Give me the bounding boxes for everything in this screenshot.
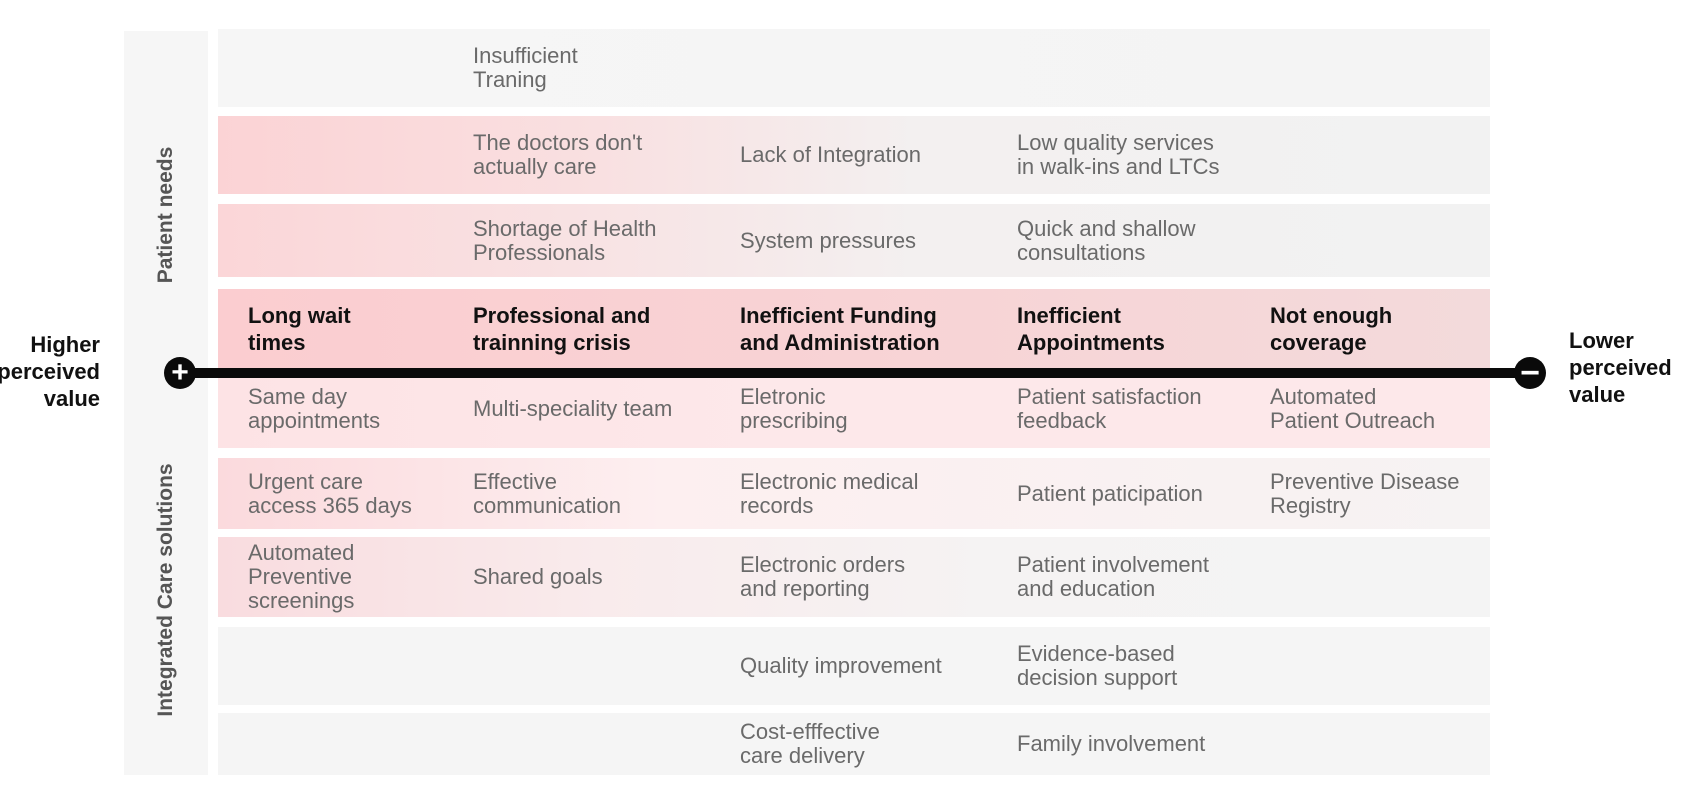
patient-need-row: Insufficient Traning [218,29,1490,107]
diagram-cell [1270,537,1490,617]
diagram-cell [740,29,1010,107]
cell-text: Automated Patient Outreach [1270,383,1436,433]
cell-text: Patient involvement and education [1017,552,1209,601]
cell-text: Shortage of Health Professionals [473,215,657,265]
cell-text: Electronic orders and reporting [740,552,906,601]
cell-text: Insufficient Traning [473,43,578,92]
category-header-cell: Inefficient Funding and Administration [740,289,1010,369]
cell-text: Lack of Integration [740,142,922,167]
diagram-cell: Cost-efffective care delivery [740,713,1010,775]
cell-text: Evidence-based decision support [1017,641,1178,690]
diagram-cell: Eletronic prescribing [740,369,1010,448]
cell-text: Shared goals [473,564,603,589]
diagram-cell: Preventive Disease Registry [1270,458,1490,529]
diagram-cell: System pressures [740,204,1010,277]
cell-text: Long wait times [248,303,351,355]
diagram-cell [248,204,468,277]
cell-text: Cost-efffective care delivery [740,719,880,768]
diagram-cell [1270,713,1490,775]
diagram-cell: Quality improvement [740,627,1010,705]
diagram-cell: Patient involvement and education [1017,537,1265,617]
category-header-cell: Long wait times [248,289,468,369]
diagram-cell: Electronic medical records [740,458,1010,529]
diagram-cell: Evidence-based decision support [1017,627,1265,705]
integrated-care-label: Integrated Care solutions [124,445,208,735]
diagram-cell: Urgent care access 365 days [248,458,468,529]
care-solution-row: Urgent care access 365 days Effective com… [218,458,1490,529]
cell-text: Quality improvement [740,653,942,678]
diagram-cell: The doctors don't actually care [473,116,735,194]
cell-text: Patient paticipation [1017,480,1203,506]
diagram-cell: Effective communication [473,458,735,529]
diagram-cell: Quick and shallow consultations [1017,204,1265,277]
cell-text: Inefficient Funding and Administration [740,303,940,355]
diagram-cell: Lack of Integration [740,116,1010,194]
diagram-cell: Multi-speciality team [473,369,735,448]
diagram-cell: Automated Patient Outreach [1270,369,1490,448]
higher-value-label: Higher perceived value [0,332,100,411]
care-solution-row: Same day appointments Multi-speciality te… [218,369,1490,448]
cell-text: Professional and trainning crisis [473,303,651,355]
diagram-cell [248,713,468,775]
minus-icon: − [1514,356,1546,390]
diagram-cell [248,116,468,194]
diagram-cell [1270,204,1490,277]
diagram-cell: Shared goals [473,537,735,617]
diagram-cell [1270,29,1490,107]
diagram-cell: Family involvement [1017,713,1265,775]
cell-text: System pressures [740,227,917,253]
value-axis-line [175,368,1535,378]
diagram-cell [1270,116,1490,194]
patient-needs-label: Patient needs [124,110,208,320]
cell-text: Family involvement [1017,731,1206,756]
patient-needs-text: Patient needs [154,146,177,284]
diagram-cell [248,29,468,107]
cell-text: The doctors don't actually care [473,130,643,179]
diagram-cell: Shortage of Health Professionals [473,204,735,277]
cell-text: Inefficient Appointments [1017,303,1165,355]
diagram-cell [473,627,735,705]
cell-text: Low quality services in walk-ins and LTC… [1017,130,1220,179]
diagram-cell [1017,29,1265,107]
diagram-cell: Same day appointments [248,369,468,448]
plus-icon: + [164,357,196,389]
cell-text: Quick and shallow consultations [1017,215,1196,265]
integrated-care-text: Integrated Care solutions [154,463,177,717]
care-solution-row: Cost-efffective care delivery Family invo… [218,713,1490,775]
cell-text: Multi-speciality team [473,395,673,421]
patient-need-row: The doctors don't actually care Lack of I… [218,116,1490,194]
cell-text: Not enough coverage [1270,303,1393,355]
care-solution-row: Automated Preventive screenings Shared go… [218,537,1490,617]
diagram-cell [248,627,468,705]
category-header-cell: Not enough coverage [1270,289,1490,369]
cell-text: Electronic medical records [740,468,919,518]
cell-text: Same day appointments [248,383,381,433]
diagram-cell: Automated Preventive screenings [248,537,468,617]
diagram-cell: Patient paticipation [1017,458,1265,529]
category-header-cell: Inefficient Appointments [1017,289,1265,369]
lower-value-label: Lower perceived value [1569,328,1672,407]
patient-need-row: Shortage of Health Professionals System p… [218,204,1490,277]
cell-text: Patient satisfaction feedback [1017,383,1202,433]
diagram-cell: Patient satisfaction feedback [1017,369,1265,448]
cell-text: Urgent care access 365 days [248,468,412,518]
side-panel [124,31,208,775]
diagram-cell: Low quality services in walk-ins and LTC… [1017,116,1265,194]
cell-text: Eletronic prescribing [740,383,848,433]
diagram-cell [1270,627,1490,705]
category-header-cell: Professional and trainning crisis [473,289,735,369]
cell-text: Effective communication [473,468,621,518]
diagram-cell: Insufficient Traning [473,29,735,107]
diagram-cell [473,713,735,775]
cell-text: Preventive Disease Registry [1270,468,1460,518]
care-solution-row: Quality improvement Evidence-based decisi… [218,627,1490,705]
cell-text: Automated Preventive screenings [248,540,355,613]
diagram-cell: Electronic orders and reporting [740,537,1010,617]
category-header-row: Long wait times Professional and trainnin… [218,289,1490,369]
